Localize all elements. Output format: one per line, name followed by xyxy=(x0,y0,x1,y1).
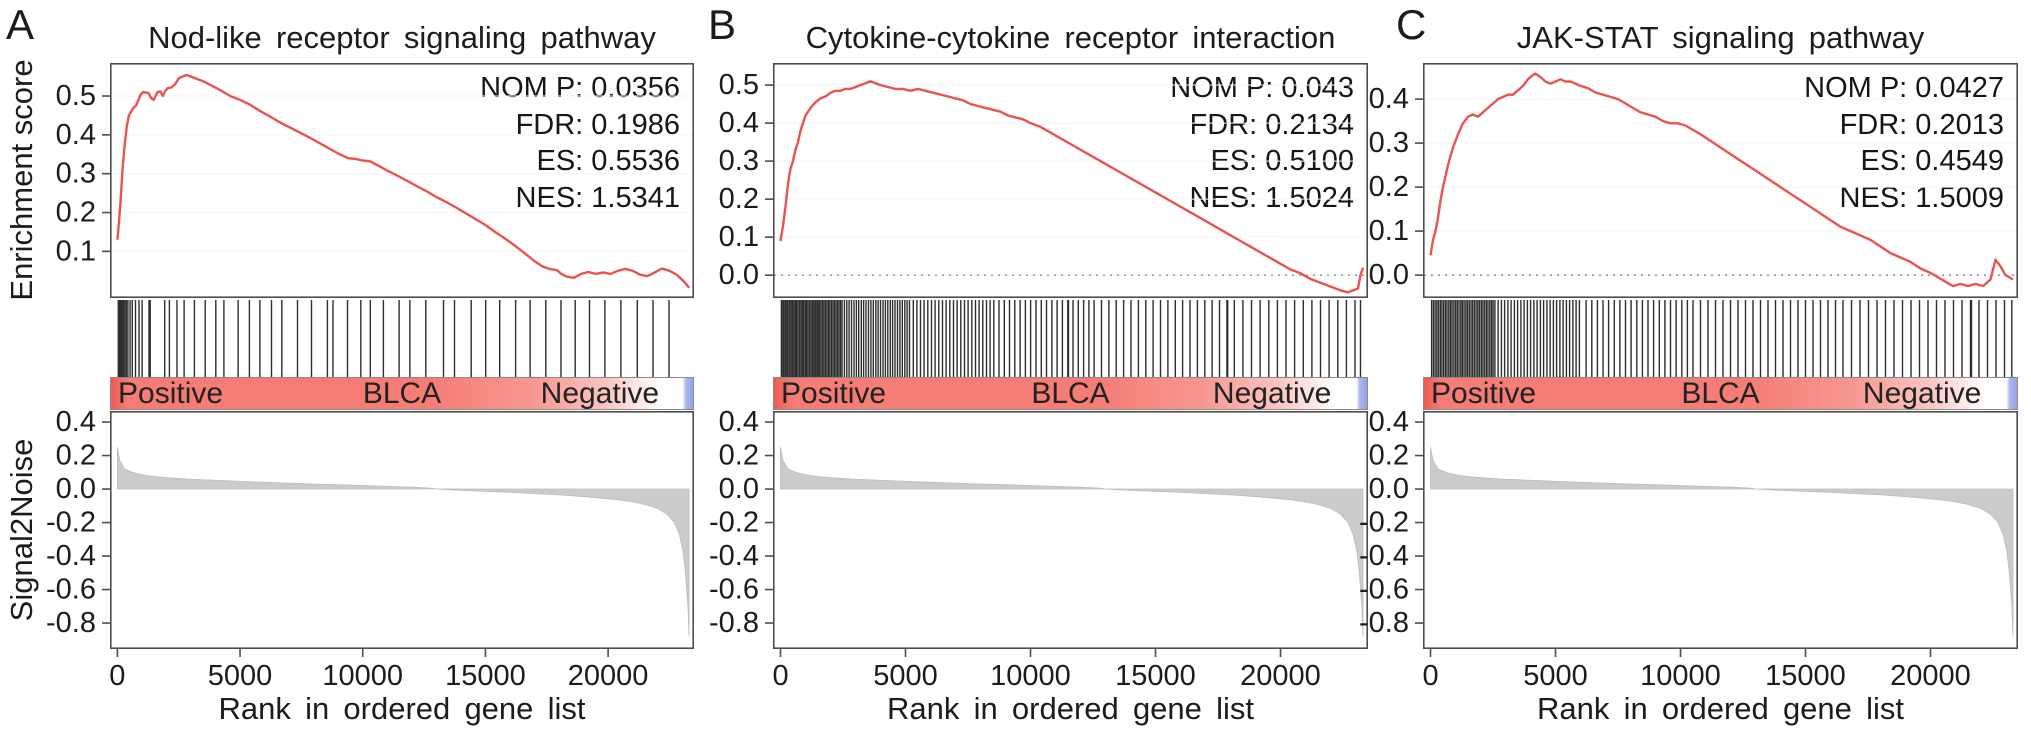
svg-text:0.2: 0.2 xyxy=(56,197,96,229)
stat-fdr: FDR: 0.2134 xyxy=(1189,108,1354,141)
stat-nes: NES: 1.5341 xyxy=(515,181,680,214)
enrichment-plot: 0.5 0.4 0.3 0.2 0.1 xyxy=(56,63,695,298)
stat-nom-p: NOM P: 0.0356 xyxy=(480,72,680,104)
colorbar-cohort-label: BLCA xyxy=(1031,377,1110,410)
svg-text:-0.4: -0.4 xyxy=(46,540,96,572)
colorbar-negative-label: Negative xyxy=(1862,377,1982,410)
svg-text:0.4: 0.4 xyxy=(719,406,759,438)
svg-text:-0.6: -0.6 xyxy=(709,574,759,606)
svg-text:0.3: 0.3 xyxy=(719,145,759,177)
svg-text:0.0: 0.0 xyxy=(719,259,759,291)
svg-text:20000: 20000 xyxy=(568,660,649,692)
gsea-panel-b: B Cytokine-cytokine receptor interaction… xyxy=(700,0,1369,743)
svg-text:0.4: 0.4 xyxy=(1369,406,1409,438)
hit-barcode xyxy=(117,300,670,377)
panel-letter-b: B xyxy=(708,1,737,48)
svg-text:0.5: 0.5 xyxy=(719,69,759,101)
ranked-metric-plot: 0.40.20.0-0.2-0.4-0.6-0.8 0 5000 10000 15000… xyxy=(709,406,1369,692)
svg-text:0.1: 0.1 xyxy=(56,235,96,267)
svg-text:0.0: 0.0 xyxy=(719,473,759,505)
colorbar-positive-label: Positive xyxy=(1431,377,1537,410)
svg-text:10000: 10000 xyxy=(322,660,403,692)
panel-letter-c: C xyxy=(1396,1,1427,48)
panel-title-b: Cytokine-cytokine receptor interaction xyxy=(805,20,1336,55)
svg-text:-0.8: -0.8 xyxy=(1359,607,1409,639)
colorbar-cohort-label: BLCA xyxy=(1681,377,1760,410)
svg-text:-0.8: -0.8 xyxy=(46,607,96,639)
svg-text:20000: 20000 xyxy=(1890,660,1971,692)
enrichment-plot: 0.4 0.3 0.2 0.1 0.0 xyxy=(1369,63,2019,298)
svg-text:0.4: 0.4 xyxy=(1369,83,1409,115)
svg-text:0.4: 0.4 xyxy=(56,406,96,438)
stat-es: ES: 0.4549 xyxy=(1860,145,2005,177)
svg-text:10000: 10000 xyxy=(1640,660,1721,692)
gsea-panel-a: A Nod-like receptor signaling pathway NO… xyxy=(0,0,700,743)
colorbar-positive-label: Positive xyxy=(118,377,224,410)
svg-text:5000: 5000 xyxy=(873,660,938,692)
svg-text:-0.2: -0.2 xyxy=(1359,507,1409,539)
stat-fdr: FDR: 0.2013 xyxy=(1839,108,2004,141)
stat-nom-p: NOM P: 0.043 xyxy=(1170,72,1354,104)
x-axis-label: Rank in ordered gene list xyxy=(1537,691,1904,726)
svg-text:0.4: 0.4 xyxy=(719,107,759,139)
colorbar-positive-label: Positive xyxy=(781,377,887,410)
svg-text:0.3: 0.3 xyxy=(56,158,96,190)
svg-text:-0.4: -0.4 xyxy=(1359,540,1409,572)
hit-barcode xyxy=(780,300,1362,377)
svg-text:0.3: 0.3 xyxy=(1369,127,1409,159)
phenotype-colorbar: Positive BLCA Negative xyxy=(773,377,1368,410)
stats-block-a: NOM P: 0.0356 FDR: 0.1986 ES: 0.5536 NES… xyxy=(110,70,680,216)
ranked-metric-plot: 0.40.20.0-0.2-0.4-0.6-0.8 0 5000 10000 15000… xyxy=(46,406,695,692)
svg-text:0.2: 0.2 xyxy=(719,183,759,215)
svg-text:0.0: 0.0 xyxy=(1369,473,1409,505)
svg-text:20000: 20000 xyxy=(1240,660,1321,692)
svg-text:15000: 15000 xyxy=(445,660,526,692)
svg-text:0.1: 0.1 xyxy=(1369,215,1409,247)
svg-text:0.2: 0.2 xyxy=(719,440,759,472)
svg-text:-0.2: -0.2 xyxy=(46,507,96,539)
svg-text:-0.2: -0.2 xyxy=(709,507,759,539)
svg-text:0.0: 0.0 xyxy=(56,473,96,505)
gsea-panel-c: C JAK-STAT signaling pathway NOM P: 0.04… xyxy=(1356,0,2031,743)
svg-text:0: 0 xyxy=(772,660,788,692)
phenotype-colorbar: Positive BLCA Negative xyxy=(110,377,694,410)
svg-text:-0.6: -0.6 xyxy=(1359,574,1409,606)
svg-text:0.0: 0.0 xyxy=(1369,259,1409,291)
colorbar-negative-label: Negative xyxy=(1212,377,1332,410)
svg-text:0.1: 0.1 xyxy=(719,221,759,253)
x-axis-label: Rank in ordered gene list xyxy=(887,691,1254,726)
panel-letter-a: A xyxy=(6,1,35,48)
colorbar-cohort-label: BLCA xyxy=(362,377,442,410)
enrichment-plot: 0.5 0.4 0.3 0.2 0.1 0.0 xyxy=(719,63,1369,298)
svg-text:0.4: 0.4 xyxy=(56,119,96,151)
svg-text:0: 0 xyxy=(1422,660,1438,692)
colorbar-negative-label: Negative xyxy=(540,377,660,410)
ranked-metric-plot: 0.40.20.0-0.2-0.4-0.6-0.8 0 5000 10000 15000… xyxy=(1359,406,2019,692)
svg-text:15000: 15000 xyxy=(1115,660,1196,692)
x-axis-label: Rank in ordered gene list xyxy=(218,691,586,726)
panel-title-c: JAK-STAT signaling pathway xyxy=(1516,20,1925,55)
svg-text:5000: 5000 xyxy=(1523,660,1588,692)
svg-text:10000: 10000 xyxy=(990,660,1071,692)
hit-barcode xyxy=(1430,300,2013,377)
svg-text:0.2: 0.2 xyxy=(1369,440,1409,472)
stat-nes: NES: 1.5024 xyxy=(1189,181,1354,214)
phenotype-colorbar: Positive BLCA Negative xyxy=(1423,377,2018,410)
svg-text:15000: 15000 xyxy=(1765,660,1846,692)
stat-es: ES: 0.5536 xyxy=(536,145,681,177)
svg-text:5000: 5000 xyxy=(208,660,273,692)
svg-text:0.2: 0.2 xyxy=(56,440,96,472)
svg-text:0: 0 xyxy=(109,660,125,692)
panel-title-a: Nod-like receptor signaling pathway xyxy=(148,20,656,55)
svg-text:0.5: 0.5 xyxy=(56,80,96,112)
svg-text:-0.6: -0.6 xyxy=(46,574,96,606)
svg-text:0.2: 0.2 xyxy=(1369,171,1409,203)
svg-text:-0.4: -0.4 xyxy=(709,540,759,572)
svg-text:-0.8: -0.8 xyxy=(709,607,759,639)
